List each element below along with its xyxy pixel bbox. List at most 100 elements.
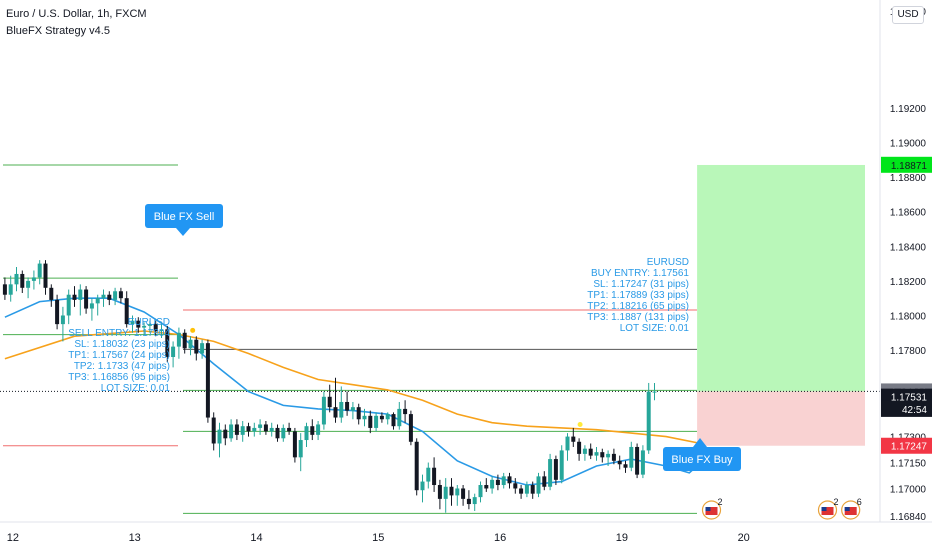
symbol-title[interactable]: Euro / U.S. Dollar, 1h, FXCM bbox=[6, 8, 147, 20]
time-tick-label: 19 bbox=[616, 532, 628, 544]
candle-body bbox=[519, 488, 524, 494]
signal-labels: Blue FX Sell Blue FX Buy bbox=[145, 204, 741, 471]
price-badge-label: 1.17531 bbox=[891, 393, 928, 404]
candle-body bbox=[281, 427, 286, 439]
candle-body bbox=[426, 467, 431, 482]
price-badge-label: 1.17247 bbox=[891, 442, 928, 453]
candle-body bbox=[507, 476, 512, 484]
flag-canton bbox=[821, 507, 827, 511]
candle-body bbox=[258, 424, 263, 428]
buy-signal-dot bbox=[577, 421, 583, 427]
candle-body bbox=[246, 426, 251, 432]
candle-body bbox=[101, 294, 106, 299]
candle-body bbox=[443, 486, 448, 499]
candle-body bbox=[542, 476, 547, 487]
sell-signal-box bbox=[145, 204, 223, 228]
flag-stripes bbox=[705, 507, 718, 515]
time-axis: 12 13 14 15 16 19 20 bbox=[0, 521, 932, 544]
candle-body bbox=[37, 263, 42, 278]
candle-body bbox=[553, 459, 558, 480]
candle-body bbox=[350, 407, 355, 411]
buy-signal-box bbox=[663, 447, 741, 471]
candle-body bbox=[437, 485, 442, 499]
candle-body bbox=[171, 346, 176, 357]
candle-body bbox=[292, 431, 297, 458]
candle-body bbox=[217, 429, 222, 444]
candle-body bbox=[490, 479, 495, 489]
candle-body bbox=[327, 396, 332, 408]
candle-body bbox=[124, 298, 129, 325]
sell-info-panel-line: SL: 1.18032 (23 pips) bbox=[74, 339, 170, 350]
candle-body bbox=[501, 476, 506, 486]
candle-body bbox=[263, 424, 268, 432]
event-count: 2 bbox=[718, 497, 723, 507]
candle-body bbox=[495, 479, 500, 486]
candle-body bbox=[408, 414, 413, 442]
candle-body bbox=[113, 291, 118, 300]
candle-body bbox=[420, 481, 425, 491]
candle-body bbox=[594, 452, 599, 456]
candle-body bbox=[588, 448, 593, 456]
time-tick-label: 12 bbox=[7, 532, 19, 544]
candle-body bbox=[472, 497, 477, 505]
candle-body bbox=[95, 298, 100, 304]
buy-info-panel-line: BUY ENTRY: 1.17561 bbox=[591, 268, 689, 279]
candle-body bbox=[397, 408, 402, 427]
price-tick-label: 1.18600 bbox=[890, 208, 927, 219]
candle-body bbox=[275, 427, 280, 439]
candle-body bbox=[287, 427, 292, 432]
candle-body bbox=[391, 414, 396, 427]
indicator-title[interactable]: BlueFX Strategy v4.5 bbox=[6, 25, 110, 37]
candle-body bbox=[310, 426, 315, 435]
sell-info-panel-line: LOT SIZE: 0.01 bbox=[101, 383, 171, 394]
flag-canton bbox=[705, 507, 711, 511]
candle-body bbox=[478, 485, 483, 498]
time-tick-label: 13 bbox=[129, 532, 141, 544]
candle-body bbox=[559, 450, 564, 480]
candle-body bbox=[159, 329, 164, 332]
price-badge bbox=[881, 156, 932, 173]
buy-info-panel-line: TP3: 1.1887 (131 pips) bbox=[587, 312, 689, 323]
candle-body bbox=[513, 483, 518, 489]
price-badge bbox=[881, 437, 932, 454]
candle-body bbox=[339, 401, 344, 418]
sell-info-panel-line: TP2: 1.1733 (47 pips) bbox=[74, 361, 170, 372]
candle-body bbox=[629, 446, 634, 468]
candle-body bbox=[136, 320, 141, 328]
candle-body bbox=[182, 332, 187, 349]
candle-body bbox=[223, 429, 228, 439]
candle-body bbox=[20, 273, 25, 288]
candle-body bbox=[455, 488, 460, 496]
candle-body bbox=[571, 436, 576, 442]
candle-body bbox=[2, 284, 7, 295]
candle-body bbox=[252, 427, 257, 432]
candle-body bbox=[66, 294, 71, 316]
candle-body bbox=[205, 343, 210, 418]
candle-body bbox=[118, 291, 123, 299]
candle-body bbox=[362, 415, 367, 420]
candle-body bbox=[635, 446, 640, 475]
candle-body bbox=[600, 452, 605, 458]
price-tick-label: 1.18400 bbox=[890, 242, 927, 253]
candle-body bbox=[606, 453, 611, 458]
candle-body bbox=[466, 498, 471, 505]
price-tick-label: 1.17000 bbox=[890, 484, 927, 495]
candle-body bbox=[646, 391, 651, 451]
price-tick-label: 1.17150 bbox=[890, 459, 927, 470]
sell-info-panel-line: TP3: 1.16856 (95 pips) bbox=[68, 372, 170, 383]
candle-body bbox=[623, 464, 628, 468]
candle-body bbox=[153, 324, 158, 332]
candle-body bbox=[188, 339, 193, 349]
candle-body bbox=[374, 415, 379, 428]
time-tick-label: 14 bbox=[250, 532, 262, 544]
currency-button[interactable]: USD bbox=[892, 6, 924, 24]
candle-body bbox=[582, 448, 587, 454]
price-badge-label: 42:54 bbox=[902, 405, 927, 416]
price-tick-label: 1.16840 bbox=[890, 512, 927, 523]
flag-stripes bbox=[844, 507, 857, 515]
event-count: 6 bbox=[857, 497, 862, 507]
buy-info-panel-line: SL: 1.17247 (31 pips) bbox=[593, 279, 689, 290]
candle-body bbox=[577, 441, 582, 454]
candle-body bbox=[234, 424, 239, 435]
